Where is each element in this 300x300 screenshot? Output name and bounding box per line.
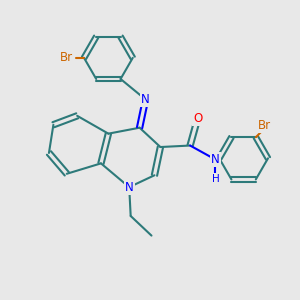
- Text: Br: Br: [258, 119, 271, 132]
- Text: N: N: [125, 181, 134, 194]
- Text: O: O: [193, 112, 202, 125]
- Text: N: N: [211, 153, 220, 166]
- Text: H: H: [212, 174, 219, 184]
- Text: N: N: [141, 93, 150, 106]
- Text: Br: Br: [60, 51, 73, 64]
